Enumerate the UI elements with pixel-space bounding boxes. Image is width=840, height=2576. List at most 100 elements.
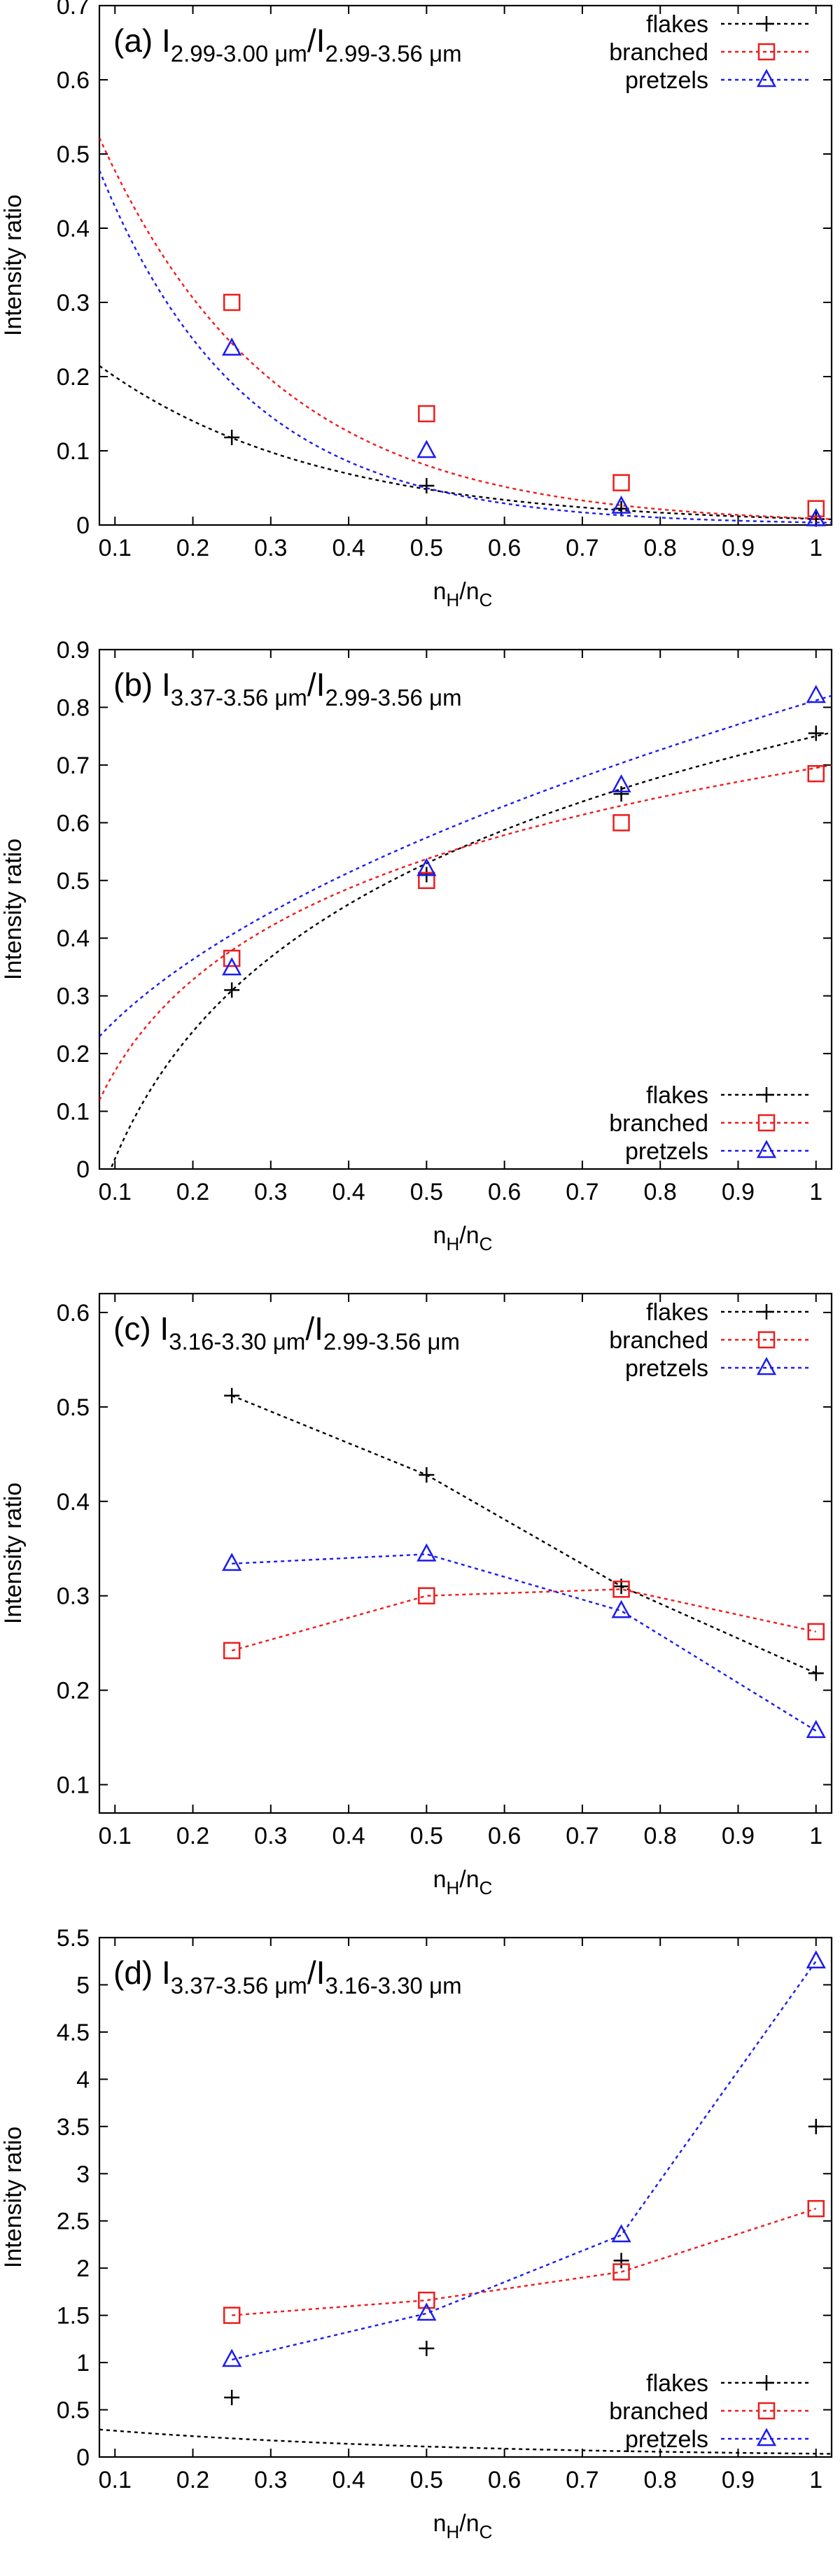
x-tick-label: 0.3 [254, 2467, 287, 2493]
legend-marker [757, 1331, 776, 1349]
data-point-branched [223, 1642, 241, 1660]
fit-line-flakes [99, 365, 832, 521]
x-axis-label: nH/nC [433, 2510, 493, 2542]
data-point-pretzels [222, 337, 242, 356]
data-point-flakes [808, 1665, 824, 1681]
line-pretzels [232, 1553, 817, 1732]
y-tick-label: 0.5 [57, 141, 90, 168]
x-axis-label: nH/nC [433, 1866, 493, 1898]
y-tick-label: 0.5 [57, 1394, 90, 1421]
chart-panel-b: 0.1 0.2 0.3 0.4 0.5 0.6 0.7 0.8 0.9 1 0 0.1 0.2 0.3 0.… [0, 637, 833, 1254]
x-tick-label: 0.9 [722, 1179, 755, 1205]
legend-label: branched [609, 1110, 708, 1137]
data-point-branched [223, 949, 241, 967]
x-tick-label: 0.8 [644, 535, 677, 561]
legend-entry-branched: branched [609, 1110, 812, 1137]
data-point-pretzels [416, 2302, 437, 2321]
x-tick-label: 1 [809, 1179, 822, 1205]
plot-frame [98, 1936, 833, 2458]
panel-title: (d) I3.37-3.56 μm/I3.16-3.30 μm [113, 1954, 462, 1998]
x-tick-label: 0.6 [488, 535, 521, 561]
data-point-pretzels [806, 1950, 826, 1968]
legend-marker [756, 69, 777, 88]
data-point-pretzels [806, 507, 826, 526]
data-point-branched [612, 814, 630, 832]
x-tick-label: 0.3 [254, 535, 287, 561]
data-point-flakes [224, 982, 240, 998]
legend-entry-pretzels: pretzels [625, 67, 812, 94]
legend-entry-flakes: flakes [646, 11, 812, 38]
y-tick-label: 0.6 [57, 1300, 90, 1326]
data-point-branched [418, 872, 435, 890]
x-tick-label: 0.7 [566, 1823, 598, 1849]
x-tick-label: 1 [809, 535, 822, 561]
x-axis-label: nH/nC [433, 578, 493, 610]
y-tick-label: 3.5 [57, 2114, 90, 2141]
data-point-branched [418, 2291, 435, 2309]
series-branched [99, 764, 832, 1101]
data-point-branched [807, 1623, 825, 1641]
x-tick-label: 0.1 [99, 535, 132, 561]
legend-entry-branched: branched [609, 39, 812, 66]
plot-frame [98, 648, 833, 1170]
y-tick-label: 0.8 [57, 694, 90, 721]
fit-line-flakes [109, 732, 832, 1169]
series-pretzels [222, 1950, 826, 2367]
x-tick-label: 0.6 [488, 2467, 521, 2493]
chart-panel-c: 0.1 0.2 0.3 0.4 0.5 0.6 0.7 0.8 0.9 1 0.1 0.2 0.3 0.4… [0, 1292, 833, 1898]
x-axis-label: nH/nC [433, 1222, 493, 1254]
legend-label: pretzels [625, 1138, 708, 1165]
y-tick-label: 0.3 [57, 983, 90, 1010]
fit-line-branched [99, 137, 832, 520]
y-tick-label: 0 [76, 512, 90, 539]
legend-label: pretzels [625, 1355, 708, 1382]
y-tick-label: 5 [76, 1972, 90, 1998]
x-tick-label: 0.7 [566, 1179, 598, 1205]
x-tick-label: 0.7 [566, 2467, 598, 2493]
x-tick-label: 0.3 [254, 1823, 287, 1849]
legend-label: flakes [646, 2370, 708, 2397]
y-tick-label: 4.5 [57, 2019, 90, 2046]
x-tick-label: 0.6 [488, 1179, 521, 1205]
legend-entry-pretzels: pretzels [625, 2426, 812, 2453]
chart-panel-d: 0.1 0.2 0.3 0.4 0.5 0.6 0.7 0.8 0.9 1 0 0.5 1 1.5 2 2.5… [0, 1925, 833, 2542]
legend-marker [759, 16, 774, 31]
data-point-branched [223, 2306, 241, 2324]
plot-frame [98, 1292, 833, 1814]
data-point-flakes [224, 2390, 240, 2406]
legend-entry-branched: branched [609, 2398, 812, 2425]
x-tick-label: 0.2 [176, 1823, 209, 1849]
x-tick-label: 0.9 [722, 535, 755, 561]
x-tick-label: 0.9 [722, 1823, 755, 1849]
data-point-flakes [224, 429, 240, 445]
data-point-pretzels [222, 1553, 242, 1572]
data-point-flakes [419, 1467, 435, 1483]
data-point-flakes [613, 2253, 629, 2269]
data-point-pretzels [611, 495, 631, 514]
y-tick-label: 0.5 [57, 868, 90, 895]
legend-marker [757, 2402, 776, 2420]
x-tick-label: 0.4 [332, 1179, 365, 1205]
legend-marker [759, 1304, 774, 1320]
y-tick-label: 0.1 [57, 438, 90, 465]
x-tick-label: 0.3 [254, 1179, 287, 1205]
y-tick-label: 4 [76, 2066, 90, 2093]
x-tick-label: 0.8 [644, 1179, 677, 1205]
data-point-pretzels [611, 774, 631, 792]
panel-title: (b) I3.37-3.56 μm/I2.99-3.56 μm [113, 666, 462, 710]
data-point-flakes [419, 2340, 435, 2356]
y-tick-label: 0.2 [57, 364, 90, 391]
series-flakes [99, 2118, 832, 2455]
y-tick-label: 0.1 [57, 1772, 90, 1799]
data-point-pretzels [806, 1720, 826, 1738]
x-tick-label: 0.6 [488, 1823, 521, 1849]
data-point-pretzels [806, 685, 826, 704]
y-tick-label: 0.1 [57, 1099, 90, 1126]
data-point-branched [807, 2199, 825, 2218]
series-flakes [224, 1387, 824, 1681]
legend-entry-flakes: flakes [646, 1082, 812, 1109]
data-point-flakes [613, 786, 629, 802]
y-tick-label: 0.4 [57, 216, 90, 242]
legend-entry-pretzels: pretzels [625, 1355, 812, 1382]
data-point-pretzels [222, 2348, 242, 2367]
